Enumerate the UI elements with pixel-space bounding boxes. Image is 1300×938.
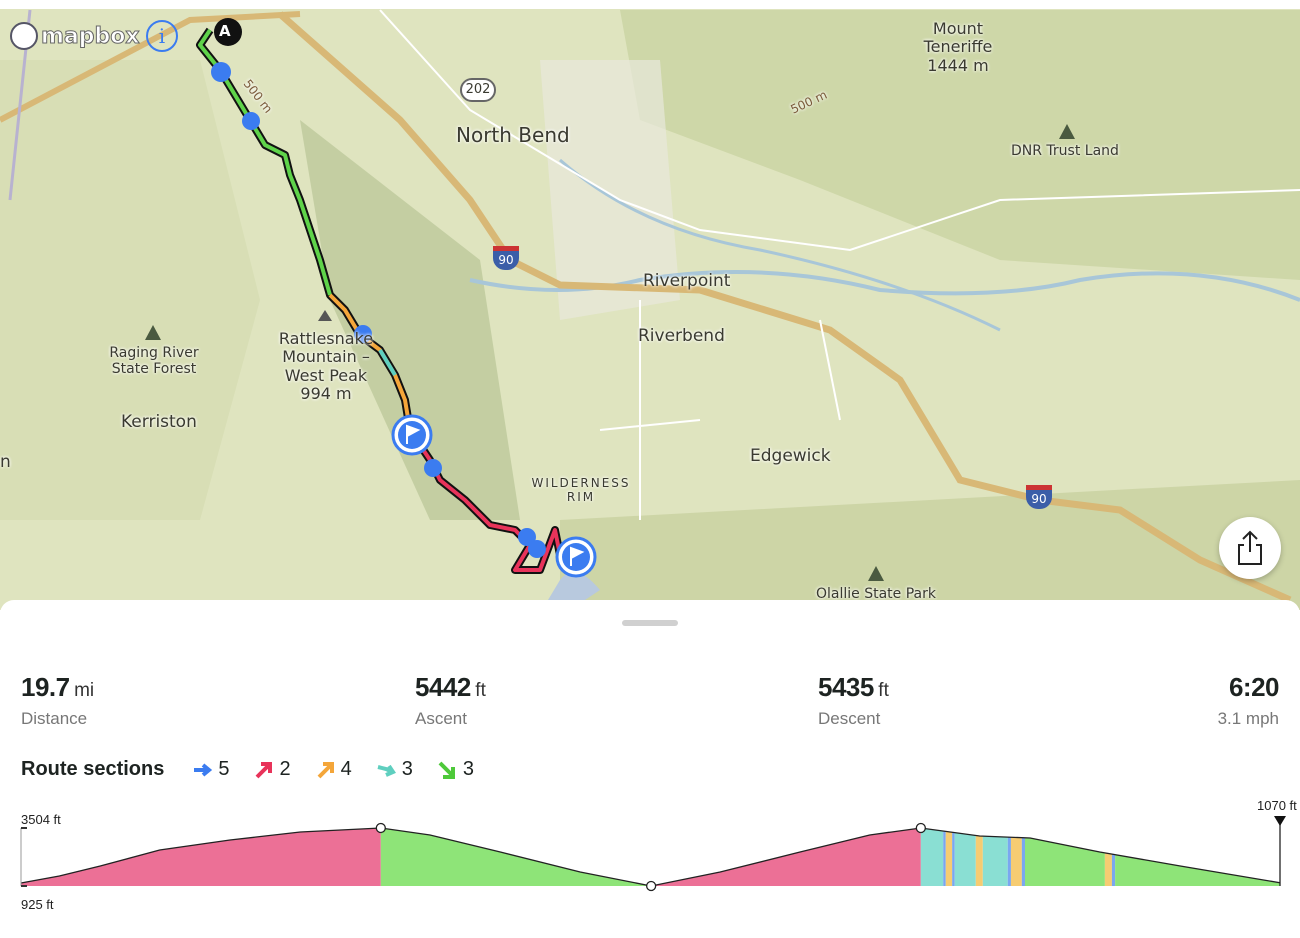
time-value: 6:20 [1228,672,1280,702]
share-icon [1238,530,1262,565]
ascent-label: Ascent [415,709,467,728]
route-sections: Route sections 5 2 4 3 3 [21,758,498,781]
route-section-1[interactable]: 2 [253,758,291,781]
map-label-wilderness-rim: WILDERNESS RIM [531,476,631,504]
start-marker-label: A [219,22,231,40]
turn-marker [518,528,536,546]
peak-icon [318,310,332,321]
turn-marker [354,325,372,343]
share-button[interactable] [1219,517,1281,579]
map-canvas[interactable] [0,0,1300,610]
map-label-teneriffe: Mount Teneriffe 1444 m [923,19,993,75]
stat-distance: 19.7 mi Distance [21,672,94,729]
arrow-down-right-icon [438,761,455,779]
bottom-sheet: 19.7 mi Distance 5442 ft Ascent 5435 ft … [0,600,1300,938]
map-label-kerriston: Kerriston [121,412,197,432]
route-section-3[interactable]: 3 [376,758,413,781]
map-label-riverbend: Riverbend [638,326,725,346]
map-label-riverpoint: Riverpoint [643,271,731,291]
elevation-min-label: 925 ft [21,897,54,912]
arrow-right-down-icon [377,764,396,777]
turn-marker [424,459,442,477]
map-label-north-bend: North Bend [456,123,570,147]
interstate-90-shield: 90 [1026,485,1052,509]
descent-value: 5435 [818,672,874,702]
arrow-right-icon [194,762,213,777]
flag-marker[interactable] [555,536,597,578]
stat-ascent: 5442 ft Ascent [415,672,486,729]
map-label-edgewick: Edgewick [750,446,831,466]
ascent-value: 5442 [415,672,471,702]
elevation-max-label: 3504 ft [21,812,61,827]
route-202-shield: 202 [460,78,496,102]
descent-label: Descent [818,709,881,728]
distance-value: 19.7 [21,672,70,702]
route-section-0[interactable]: 5 [192,758,229,781]
ascent-unit: ft [475,680,486,701]
route-section-count: 3 [401,758,413,780]
route-section-count: 5 [218,758,230,780]
speed-label: 3.1 mph [1217,709,1279,728]
flag-marker[interactable] [391,414,433,456]
drag-handle[interactable] [622,620,678,626]
mapbox-wordmark: mapbox [41,23,141,49]
turn-marker [242,112,260,130]
turn-marker [211,62,231,82]
interstate-90-shield: 90 [493,246,519,270]
mapbox-logo-icon [10,22,38,50]
route-section-2[interactable]: 4 [315,758,352,781]
route-section-count: 2 [279,758,291,780]
map[interactable]: A mapbox i North Bend Riverpoint Riverbe… [0,0,1300,610]
info-icon[interactable]: i [146,20,178,52]
map-label-olallie: Olallie State Park [816,586,936,602]
route-section-4[interactable]: 3 [437,758,474,781]
map-label-rattlesnake: Rattlesnake Mountain – West Peak 994 m [278,329,374,404]
map-label-raging-river: Raging River State Forest [109,345,199,378]
elevation-end-label: 1070 ft [1257,798,1297,813]
route-sections-title: Route sections [21,758,165,780]
arrow-up-right-icon [256,761,273,778]
stat-time: 6:20 3.1 mph [1217,672,1280,729]
start-marker [214,18,242,46]
mapbox-logo[interactable]: mapbox [10,22,140,50]
route-section-count: 4 [340,758,352,780]
route-section-count: 3 [462,758,474,780]
arrow-up-right-icon [317,761,334,778]
turn-marker [528,540,546,558]
descent-unit: ft [878,680,889,701]
distance-unit: mi [74,680,95,701]
map-label-dnr: DNR Trust Land [1011,143,1119,159]
map-label-edge: n [0,452,11,472]
distance-label: Distance [21,709,88,728]
stat-descent: 5435 ft Descent [818,672,889,729]
